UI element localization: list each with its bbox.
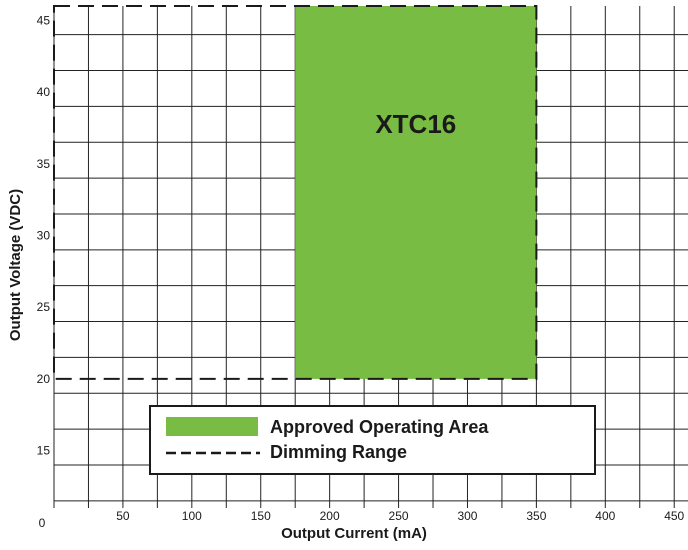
- x-tick-label: 250: [389, 509, 409, 523]
- x-tick-label: 450: [664, 509, 684, 523]
- legend-label: Dimming Range: [270, 442, 407, 462]
- x-tick-label: 50: [116, 509, 130, 523]
- x-tick-label: 0: [39, 516, 46, 530]
- x-tick-label: 300: [457, 509, 477, 523]
- legend-swatch-approved: [166, 417, 258, 436]
- x-tick-labels: 0 50 100 150 200 250 300 350 400 450: [39, 509, 685, 530]
- legend: Approved Operating Area Dimming Range: [149, 405, 596, 475]
- y-tick-labels: 15 20 25 30 35 40 45: [37, 13, 51, 457]
- x-tick-label: 350: [526, 509, 546, 523]
- y-tick-label: 30: [37, 228, 51, 242]
- y-tick-label: 35: [37, 157, 51, 171]
- x-axis-label: Output Current (mA): [281, 525, 427, 542]
- approved-operating-area: [295, 6, 537, 379]
- area-label: XTC16: [375, 109, 456, 139]
- y-tick-label: 25: [37, 300, 51, 314]
- y-tick-label: 15: [37, 444, 51, 458]
- x-tick-label: 400: [595, 509, 615, 523]
- x-tick-label: 150: [251, 509, 271, 523]
- x-tick-label: 100: [182, 509, 202, 523]
- dimming-range-outline: [53, 5, 538, 380]
- y-tick-label: 40: [37, 85, 51, 99]
- legend-label: Approved Operating Area: [270, 417, 489, 437]
- y-tick-label: 20: [37, 372, 51, 386]
- y-tick-label: 45: [37, 13, 51, 27]
- x-tick-label: 200: [320, 509, 340, 523]
- y-axis-label: Output Voltage (VDC): [7, 189, 24, 341]
- chart-regions: XTC16: [53, 5, 538, 380]
